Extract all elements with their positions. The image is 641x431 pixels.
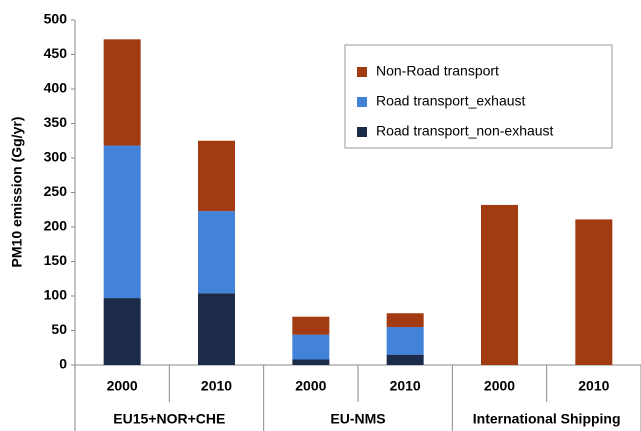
bar-segment [292, 359, 330, 365]
x-tick-label: 2000 [107, 378, 138, 394]
bar-segment [481, 204, 518, 365]
y-tick-label: 400 [44, 80, 68, 96]
y-tick-label: 50 [51, 321, 67, 337]
y-tick-label: 500 [44, 11, 68, 27]
x-tick-label: 2000 [484, 378, 515, 394]
y-tick-label: 350 [44, 114, 68, 130]
legend-label: Road transport_exhaust [376, 93, 526, 109]
bar-segment [386, 354, 424, 365]
bar-segment [386, 313, 424, 328]
bar-segment [386, 327, 424, 355]
bar-segment [292, 334, 330, 360]
y-tick-label: 100 [44, 287, 68, 303]
x-tick-label: 2010 [201, 378, 232, 394]
y-tick-label: 0 [59, 356, 67, 372]
bar-segment [575, 219, 613, 365]
y-tick-label: 250 [44, 183, 68, 199]
bar-segment [103, 298, 141, 365]
bar-segment [198, 140, 235, 212]
group-label: EU15+NOR+CHE [113, 411, 225, 427]
group-label: EU-NMS [330, 411, 385, 427]
bar-segment [103, 39, 141, 146]
x-tick-label: 2000 [295, 378, 326, 394]
legend-box [344, 44, 613, 149]
bar-segment [198, 293, 235, 365]
x-tick-label: 2010 [578, 378, 609, 394]
bar-segment [103, 145, 141, 299]
group-label: International Shipping [473, 411, 621, 427]
x-tick-label: 2010 [390, 378, 421, 394]
bar-segment [292, 316, 330, 335]
y-axis-label: PM10 emission (Gg/yr) [9, 117, 25, 268]
bar-segment [198, 211, 235, 294]
legend-label: Road transport_non-exhaust [376, 123, 554, 139]
y-tick-label: 450 [44, 45, 68, 61]
y-tick-label: 150 [44, 252, 68, 268]
legend-swatch [357, 67, 367, 77]
y-tick-label: 200 [44, 218, 68, 234]
legend-swatch [357, 97, 367, 107]
legend-swatch [357, 127, 367, 137]
legend-label: Non-Road transport [376, 63, 499, 79]
y-tick-label: 300 [44, 149, 68, 165]
